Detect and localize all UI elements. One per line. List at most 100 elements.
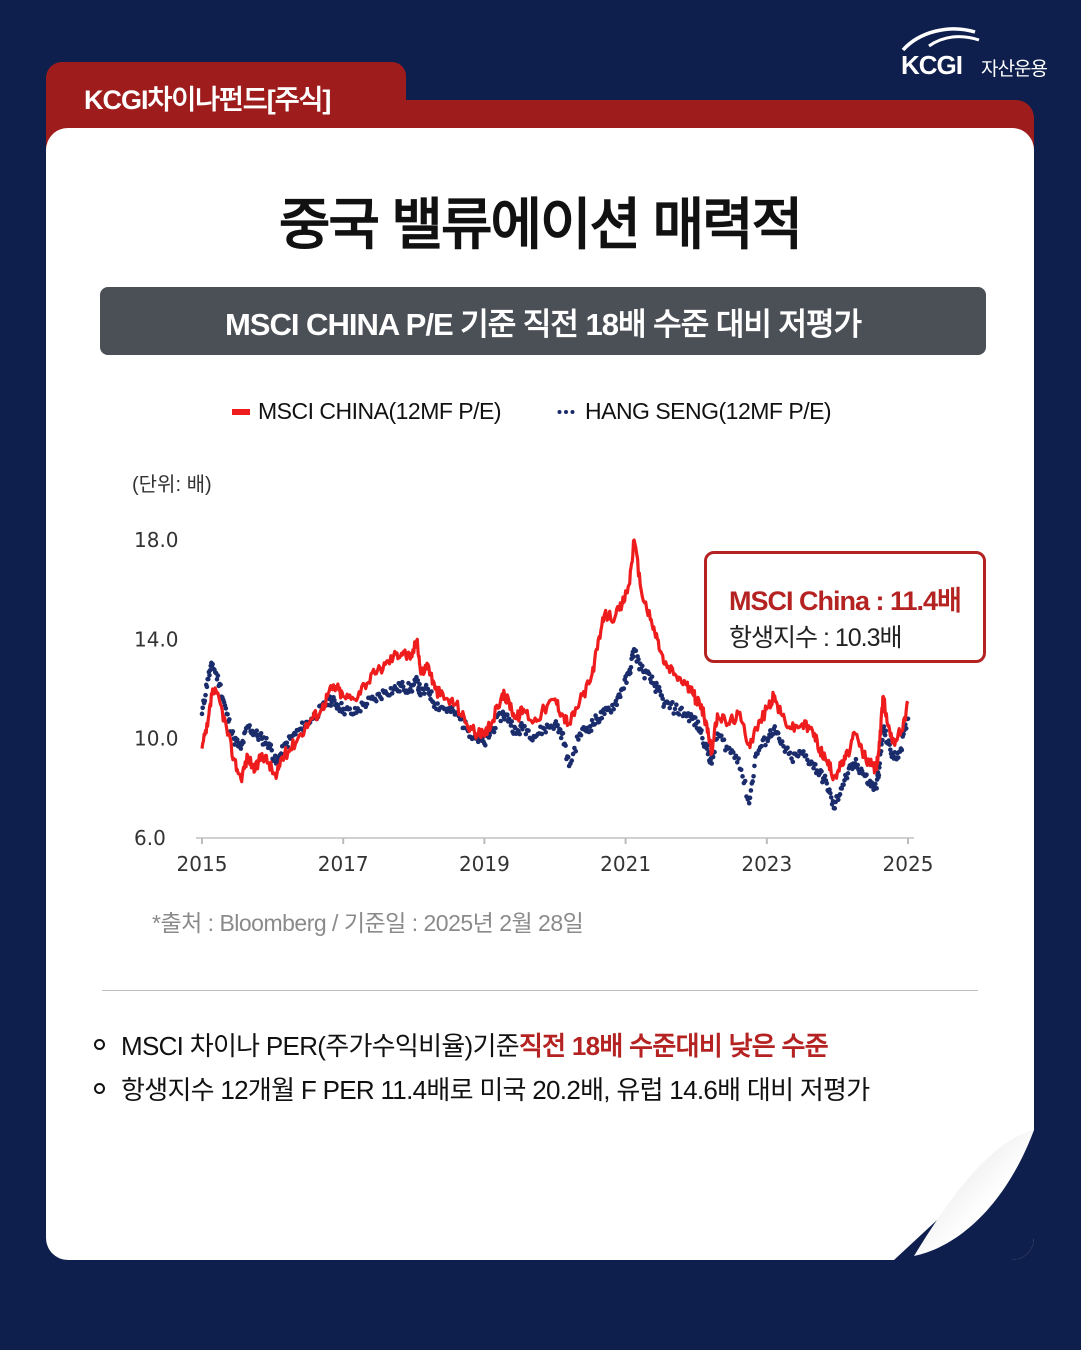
hang-seng-point <box>874 786 879 791</box>
hang-seng-point <box>710 754 716 760</box>
bullet-text: 항생지수 12개월 F PER 11.4배로 미국 20.2배, 유럽 14.6… <box>121 1075 870 1105</box>
hang-seng-point <box>819 769 824 774</box>
hang-seng-point <box>423 682 429 688</box>
hang-seng-point <box>614 702 620 708</box>
hang-seng-point <box>425 686 431 692</box>
kcgi-logo: KCGI 자산운용 <box>899 24 1059 80</box>
fund-tab <box>46 62 406 132</box>
hang-seng-point <box>342 711 347 717</box>
hang-seng-point <box>740 774 745 779</box>
hang-seng-point <box>628 664 634 670</box>
hang-seng-point <box>256 737 261 743</box>
hang-seng-point <box>284 740 290 746</box>
hang-seng-point <box>699 728 704 733</box>
hang-seng-point <box>508 723 514 728</box>
hang-seng-point <box>238 746 244 751</box>
hang-seng-point <box>498 718 504 724</box>
x-tick-label: 2019 <box>459 852 510 876</box>
hang-seng-point <box>578 732 584 738</box>
y-axis-ticks: 18.0 14.0 10.0 6.0 <box>134 528 179 850</box>
hang-seng-point <box>734 760 740 765</box>
hang-seng-point <box>530 737 535 743</box>
hang-seng-point <box>886 738 892 743</box>
hang-seng-point <box>400 679 405 685</box>
x-tick-label: 2015 <box>177 852 228 876</box>
hang-seng-point <box>803 753 809 758</box>
hang-seng-point <box>672 706 678 712</box>
hang-seng-point <box>656 684 662 690</box>
legend-item-msci: MSCI CHINA(12MF P/E) <box>232 398 502 425</box>
hang-seng-point <box>364 701 370 707</box>
hang-seng-point <box>649 674 655 679</box>
hang-seng-point <box>429 689 434 694</box>
hang-seng-point <box>785 745 790 751</box>
x-tick-label: 2021 <box>600 852 651 876</box>
hang-seng-point <box>563 743 568 748</box>
hang-seng-point <box>389 691 395 696</box>
hang-seng-point <box>827 787 832 792</box>
hang-seng-point <box>721 737 727 742</box>
hang-seng-point <box>235 737 240 742</box>
hang-seng-point <box>845 771 851 776</box>
hang-seng-point <box>853 756 859 762</box>
hang-seng-point <box>775 730 781 736</box>
hang-seng-point <box>660 696 665 702</box>
hang-seng-point <box>542 726 547 732</box>
hang-seng-point <box>232 742 237 747</box>
hang-seng-point <box>400 684 406 689</box>
hang-seng-point <box>704 746 710 751</box>
hang-seng-point <box>828 795 834 800</box>
logo-swoosh-icon <box>901 27 980 52</box>
hang-seng-point <box>299 720 305 725</box>
hang-seng-point <box>227 717 232 722</box>
hang-seng-point <box>411 682 417 687</box>
hang-seng-point <box>763 742 768 748</box>
hang-seng-point <box>671 711 676 716</box>
hang-seng-point <box>210 661 215 667</box>
hang-seng-point <box>888 747 893 753</box>
hang-seng-point <box>618 694 623 700</box>
hang-seng-point <box>747 795 753 801</box>
hang-seng-point <box>543 729 549 735</box>
hang-seng-point <box>837 791 843 797</box>
hang-seng-point <box>903 726 909 731</box>
hang-seng-point <box>654 680 659 686</box>
hang-seng-point <box>599 715 605 721</box>
hang-seng-point <box>415 678 421 683</box>
hang-seng-point <box>759 743 764 749</box>
hang-seng-point <box>293 731 298 737</box>
hang-seng-point <box>748 788 754 793</box>
hang-seng-point <box>901 731 906 737</box>
bullet-highlight: 직전 18배 수준대비 낮은 수준 <box>518 1031 829 1061</box>
hang-seng-point <box>820 779 825 785</box>
y-tick-label: 6.0 <box>134 826 166 850</box>
hang-seng-point <box>241 740 246 745</box>
unit-label: (단위: 배) <box>132 474 212 496</box>
hang-seng-point <box>813 762 818 767</box>
hang-seng-point <box>657 688 663 694</box>
hang-seng-point <box>558 735 564 741</box>
hang-seng-point <box>887 742 892 747</box>
hang-seng-point <box>639 663 645 669</box>
hang-seng-point <box>517 731 522 737</box>
hang-seng-point <box>397 689 402 694</box>
hang-seng-point <box>695 719 701 724</box>
x-tick-label: 2017 <box>318 852 369 876</box>
hang-seng-point <box>670 699 675 705</box>
y-tick-label: 14.0 <box>134 627 179 651</box>
hang-seng-point <box>565 754 571 760</box>
annotation-callout: MSCI China : 11.4배 항생지수 : 10.3배 <box>704 551 986 663</box>
legend-dotted-line-icon <box>557 409 575 414</box>
msci-china-line <box>200 538 910 784</box>
hang-seng-point <box>204 684 210 690</box>
hang-seng-point <box>502 717 507 722</box>
x-tick-label: 2023 <box>741 852 792 876</box>
callout-msci-value: MSCI China : 11.4배 <box>729 586 962 616</box>
hang-seng-point <box>254 728 260 733</box>
hang-seng-point <box>742 778 748 784</box>
hang-seng-point <box>225 712 230 717</box>
legend-label-msci: MSCI CHINA(12MF P/E) <box>258 398 502 424</box>
hang-seng-point <box>768 728 773 733</box>
hang-seng-point <box>202 698 208 704</box>
hang-seng-point <box>779 739 785 744</box>
